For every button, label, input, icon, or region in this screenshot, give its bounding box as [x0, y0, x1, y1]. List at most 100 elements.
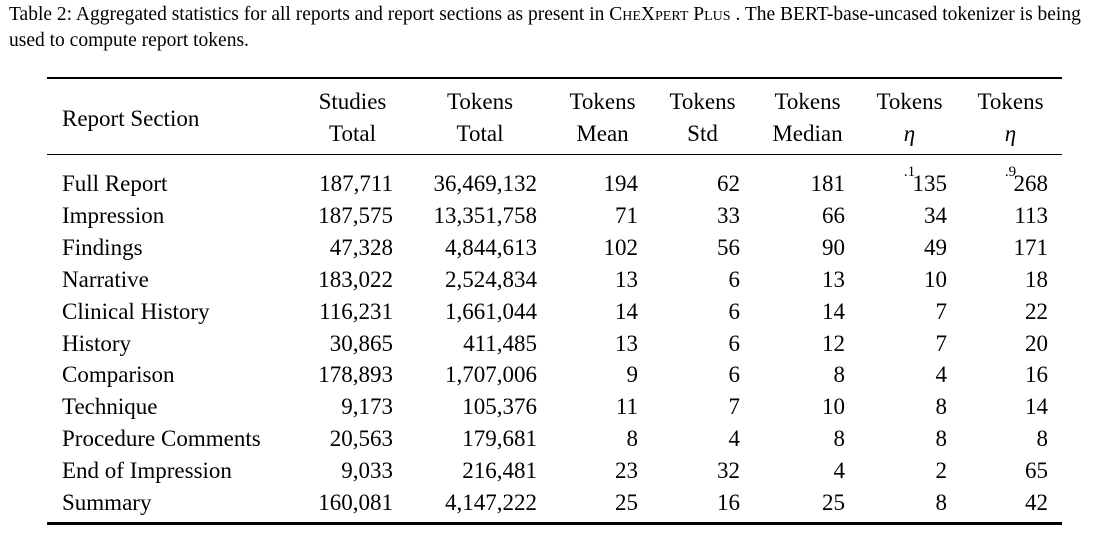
table-cell: 8 — [935, 490, 948, 515]
header-studies-total: Studies Total — [305, 86, 400, 150]
table-cell: 13 — [615, 266, 638, 292]
row-section-label: End of Impression — [62, 458, 232, 484]
table-cell: 8 — [833, 362, 846, 388]
table-caption: Table 2: Aggregated statistics for all r… — [9, 2, 1104, 54]
row-section-label: Narrative — [62, 266, 149, 292]
table-cell: 18 — [1025, 266, 1048, 292]
header-tokens-total: Tokens Total — [425, 86, 535, 150]
caption-prefix: Table 2: Aggregated statistics for all r… — [9, 4, 605, 25]
table-header-rule — [47, 154, 1062, 155]
table-cell: 65 — [1025, 458, 1048, 484]
table-cell: 4,844,613 — [445, 234, 537, 260]
table-cell: 113 — [1014, 202, 1048, 228]
table-cell: 268 — [1013, 171, 1049, 196]
header-tokens-mean: Tokens Mean — [560, 86, 645, 150]
row-section-label: Findings — [62, 234, 143, 260]
table-cell: 14 — [615, 298, 638, 324]
table-cell: 411,485 — [463, 330, 537, 356]
table-cell: 90 — [822, 234, 845, 260]
table-cell: 34 — [924, 202, 947, 228]
table-cell: 160,081 — [318, 490, 393, 515]
table-cell: 20 — [1025, 330, 1048, 356]
row-section-label: History — [62, 330, 131, 356]
header-line1: Tokens — [977, 89, 1044, 114]
table-cell: 6 — [728, 362, 741, 388]
table-cell: 7 — [728, 394, 741, 420]
header-line1: Tokens — [876, 89, 943, 114]
header-line2: Total — [456, 121, 504, 146]
table-cell: 178,893 — [318, 362, 393, 388]
table-cell: 183,022 — [318, 266, 393, 292]
header-tokens-std: Tokens Std — [660, 86, 745, 150]
table-cell: 2,524,834 — [445, 266, 537, 292]
header-tokens-eta-1: Tokens η .1 — [867, 86, 952, 188]
row-section-label: Summary — [62, 490, 152, 515]
table-cell: 194 — [603, 171, 639, 196]
table-cell: 42 — [1025, 490, 1048, 515]
row-section-label: Clinical History — [62, 298, 210, 324]
table-cell: 6 — [728, 298, 741, 324]
header-line1: Tokens — [446, 89, 514, 114]
dataset-name: CheXpert Plus — [609, 4, 731, 25]
table-cell: 4 — [833, 458, 846, 484]
table-cell: 16 — [1025, 362, 1048, 388]
table-cell: 7 — [935, 298, 948, 324]
table-cell: 66 — [822, 202, 845, 228]
table-cell: 36,469,132 — [433, 171, 538, 196]
header-tokens-median: Tokens Median — [760, 86, 855, 150]
row-section-label: Comparison — [62, 362, 175, 388]
table-cell: 49 — [924, 234, 947, 260]
row-section-label: Full Report — [62, 171, 168, 196]
header-eta-symbol: η .1 — [903, 121, 916, 180]
table-cell: 14 — [822, 298, 845, 324]
header-line1: Studies — [318, 89, 387, 114]
table-cell: 7 — [935, 330, 948, 356]
table-cell: 16 — [717, 490, 740, 515]
table-cell: 9,033 — [341, 458, 393, 484]
table-cell: 13 — [822, 266, 845, 292]
table-cell: 8 — [935, 394, 948, 420]
row-section-label: Procedure Comments — [62, 426, 261, 452]
table-cell: 12 — [822, 330, 845, 356]
table-cell: 105,376 — [462, 394, 537, 420]
table-cell: 4,147,222 — [445, 490, 537, 515]
header-line1: Tokens — [669, 89, 736, 114]
table-cell: 62 — [717, 171, 740, 196]
table-cell: 8 — [833, 426, 846, 452]
table-cell: 6 — [728, 266, 741, 292]
table-cell: 4 — [728, 426, 741, 452]
table-cell: 187,711 — [319, 171, 393, 196]
header-line2: Median — [772, 121, 843, 146]
table-cell: 8 — [1036, 426, 1049, 452]
header-line2: Std — [687, 121, 718, 146]
table-cell: 8 — [626, 426, 639, 452]
table-cell: 102 — [603, 234, 639, 260]
table-cell: 30,865 — [329, 330, 393, 356]
table-cell: 20,563 — [329, 426, 393, 452]
table-cell: 56 — [717, 234, 740, 260]
header-tokens-eta-9: Tokens η .9 — [968, 86, 1053, 188]
table-cell: 14 — [1025, 394, 1048, 420]
header-eta-symbol: η .9 — [1004, 121, 1017, 180]
caption-suffix: . The BERT-base-uncased tokenizer is bei… — [9, 4, 1081, 51]
table-cell: 10 — [822, 394, 845, 420]
table-bottom-rule — [47, 522, 1062, 525]
table-top-rule — [47, 77, 1062, 79]
table-cell: 32 — [717, 458, 740, 484]
table-cell: 216,481 — [462, 458, 537, 484]
table-cell: 13 — [615, 330, 638, 356]
table-cell: 116,231 — [319, 298, 393, 324]
header-line2: Mean — [576, 121, 629, 146]
table-cell: 2 — [935, 458, 948, 484]
table-cell: 25 — [822, 490, 845, 515]
table-cell: 1,661,044 — [445, 298, 537, 324]
table-cell: 47,328 — [329, 234, 393, 260]
table-cell: 33 — [717, 202, 740, 228]
header-line2: Total — [329, 121, 376, 146]
table-cell: 9 — [626, 362, 639, 388]
header-line1: Tokens — [774, 89, 841, 114]
table-cell: 22 — [1025, 298, 1048, 324]
table-cell: 23 — [615, 458, 638, 484]
table-cell: 9,173 — [341, 394, 393, 420]
row-section-label: Impression — [62, 202, 165, 228]
